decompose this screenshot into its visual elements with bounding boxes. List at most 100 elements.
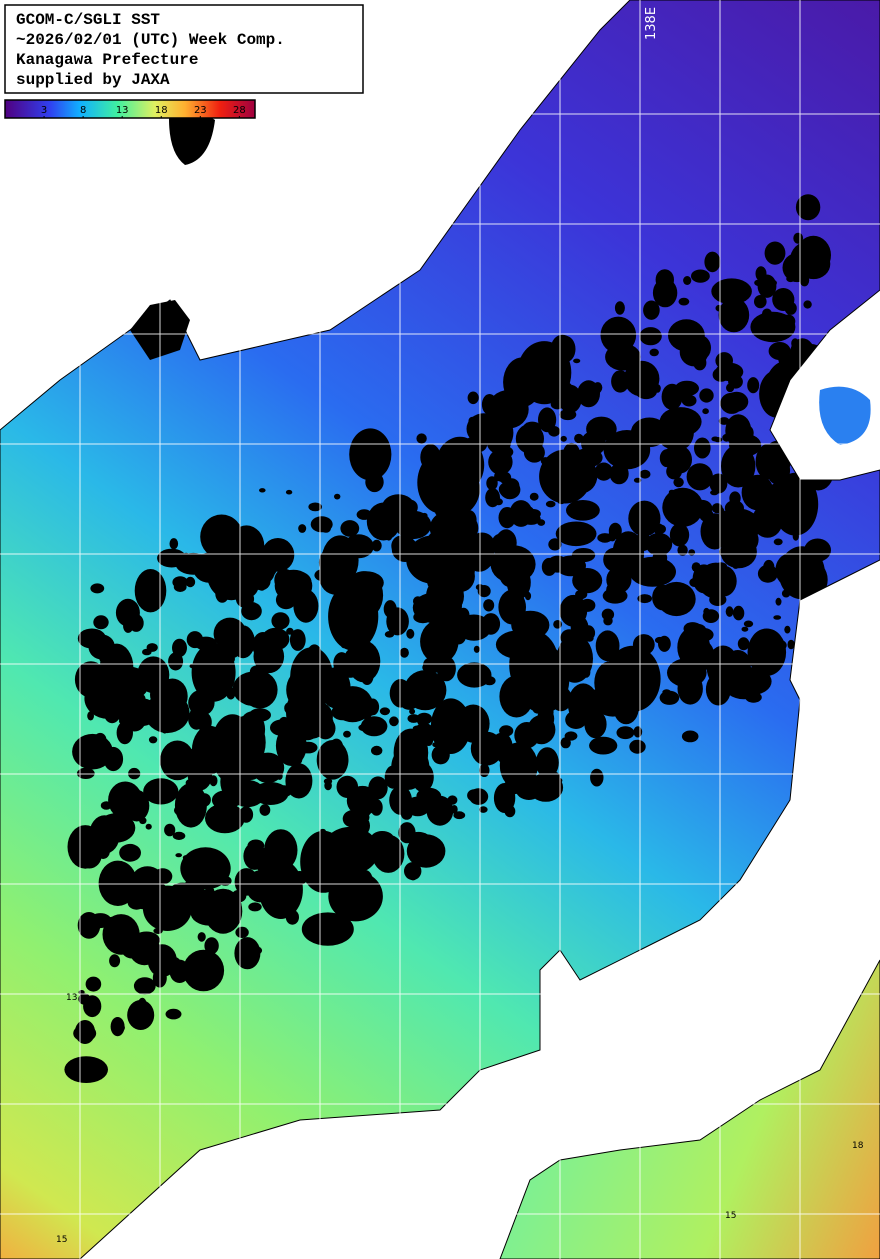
cloud bbox=[711, 436, 719, 442]
cloud bbox=[248, 902, 262, 912]
cloud bbox=[365, 472, 384, 493]
cloud bbox=[677, 626, 711, 669]
cloud bbox=[483, 599, 495, 612]
cloud bbox=[383, 600, 397, 618]
cloud bbox=[389, 716, 399, 727]
cloud bbox=[254, 748, 263, 758]
cloud bbox=[185, 576, 196, 588]
cloud bbox=[109, 954, 121, 968]
colorbar bbox=[4, 99, 256, 119]
cloud bbox=[127, 1000, 155, 1030]
cloud bbox=[566, 500, 600, 521]
colorbar-tick-label: 13 bbox=[116, 105, 129, 116]
cloud bbox=[370, 831, 395, 848]
cloud bbox=[513, 627, 536, 646]
cloud bbox=[681, 394, 697, 407]
cloud bbox=[793, 232, 804, 244]
cloud bbox=[519, 555, 535, 570]
cloud bbox=[332, 686, 373, 723]
cloud bbox=[699, 388, 714, 403]
cloud bbox=[190, 708, 199, 718]
cloud bbox=[469, 532, 495, 556]
cloud bbox=[457, 662, 492, 688]
cloud bbox=[469, 788, 489, 805]
cloud bbox=[188, 747, 204, 769]
colorbar-tick-label: 8 bbox=[80, 105, 86, 116]
cloud bbox=[677, 672, 703, 705]
cloud bbox=[694, 437, 711, 459]
cloud bbox=[773, 538, 783, 546]
cloud bbox=[182, 949, 225, 992]
cloud bbox=[725, 509, 751, 536]
cloud bbox=[343, 730, 351, 738]
cloud bbox=[285, 489, 293, 495]
cloud bbox=[377, 839, 386, 847]
cloud bbox=[286, 685, 327, 741]
cloud bbox=[186, 631, 204, 649]
cloud bbox=[608, 522, 622, 540]
cloud bbox=[582, 700, 592, 707]
cloud bbox=[732, 605, 745, 621]
cloud bbox=[659, 690, 680, 705]
cloud bbox=[259, 804, 271, 816]
cloud bbox=[147, 944, 177, 977]
cloud bbox=[137, 656, 170, 694]
cloud bbox=[96, 844, 110, 859]
cloud bbox=[757, 564, 778, 583]
cloud bbox=[769, 279, 777, 287]
cloud bbox=[579, 598, 596, 612]
cloud bbox=[439, 747, 449, 757]
cloud bbox=[258, 877, 276, 894]
cloud bbox=[603, 697, 610, 706]
cloud bbox=[435, 436, 485, 493]
cloud bbox=[413, 803, 420, 808]
cloud bbox=[545, 500, 556, 508]
cloud bbox=[519, 505, 534, 516]
cloud bbox=[308, 502, 323, 512]
cloud bbox=[84, 678, 132, 719]
cloud bbox=[243, 842, 266, 870]
cloud bbox=[413, 722, 436, 747]
cloud bbox=[718, 417, 730, 425]
cloud-cover bbox=[64, 194, 834, 1083]
colorbar-tick-label: 28 bbox=[233, 105, 246, 116]
cloud bbox=[719, 525, 728, 533]
cloud bbox=[446, 579, 460, 595]
cloud bbox=[556, 634, 593, 683]
cloud bbox=[467, 391, 479, 405]
cloud bbox=[85, 976, 102, 992]
cloud bbox=[144, 692, 190, 734]
cloud bbox=[541, 705, 554, 719]
cloud bbox=[93, 615, 109, 630]
cloud bbox=[597, 533, 613, 543]
cloud bbox=[515, 423, 545, 454]
cloud bbox=[795, 194, 821, 221]
cloud bbox=[325, 565, 339, 582]
cloud bbox=[124, 789, 150, 822]
cloud bbox=[298, 524, 307, 533]
cloud bbox=[113, 1023, 125, 1032]
cloud bbox=[574, 558, 586, 575]
cloud bbox=[422, 792, 432, 799]
cloud bbox=[718, 297, 750, 333]
cloud bbox=[737, 637, 750, 651]
cloud bbox=[197, 932, 206, 942]
cloud bbox=[349, 428, 392, 481]
cloud bbox=[680, 422, 689, 432]
cloud bbox=[189, 663, 197, 669]
cloud bbox=[499, 725, 514, 737]
cloud bbox=[307, 644, 322, 663]
cloud bbox=[574, 433, 584, 444]
cloud bbox=[589, 736, 618, 755]
cloud bbox=[637, 594, 652, 604]
cloud bbox=[227, 715, 266, 769]
cloud bbox=[436, 656, 456, 682]
cloud bbox=[715, 680, 730, 692]
cloud bbox=[73, 1025, 97, 1042]
cloud bbox=[502, 546, 511, 552]
cloud bbox=[450, 629, 466, 645]
cloud bbox=[334, 493, 341, 500]
cloud bbox=[360, 716, 388, 737]
cloud bbox=[175, 853, 182, 858]
cloud bbox=[704, 251, 721, 273]
